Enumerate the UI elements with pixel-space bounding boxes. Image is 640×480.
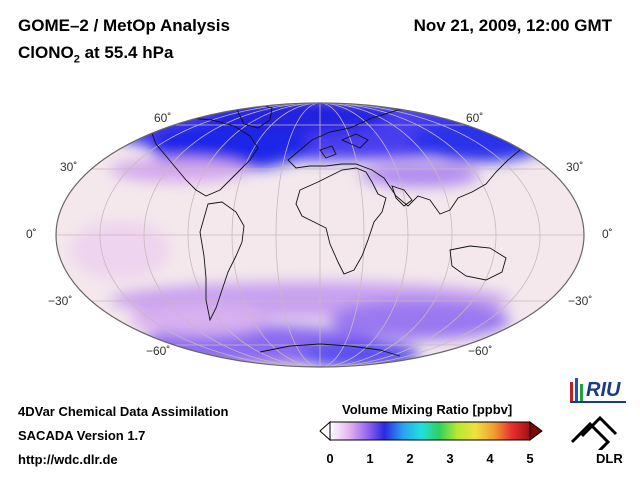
lat-label-30n-left: 30˚ [60, 160, 78, 174]
colorbar [319, 420, 543, 442]
colorbar-tick-1: 1 [366, 451, 374, 466]
colorbar-tick-0: 0 [326, 451, 334, 466]
world-map [55, 102, 585, 368]
colorbar-high-arrow [529, 421, 543, 441]
coastlines [149, 103, 527, 357]
map-title: GOME–2 / MetOp Analysis [18, 16, 230, 35]
species-subscript: 2 [73, 53, 80, 66]
dlr-logo-mark [570, 415, 618, 450]
colorbar-title: Volume Mixing Ratio [ppbv] [342, 402, 513, 417]
graticule [56, 103, 584, 367]
method-label: 4DVar Chemical Data Assimilation [18, 404, 229, 419]
colorbar-tick-2: 2 [406, 451, 414, 466]
lat-label-30s-left: −30˚ [48, 294, 73, 308]
colorbar-gradient [329, 421, 531, 441]
map-border [55, 102, 585, 368]
lat-label-60s-right: −60˚ [468, 344, 493, 358]
lat-label-60n-left: 60˚ [154, 111, 172, 125]
version-label: SACADA Version 1.7 [18, 428, 146, 443]
colorbar-low-arrow [319, 420, 331, 442]
colorbar-tick-5: 5 [526, 451, 534, 466]
species-name: ClONO [18, 43, 74, 62]
analysis-datetime: Nov 21, 2009, 12:00 GMT [413, 16, 612, 35]
lat-label-30s-right: −30˚ [568, 294, 593, 308]
riu-logo-text: RIU [586, 379, 621, 401]
dlr-logo-text: DLR [596, 451, 623, 466]
pressure-level: at 55.4 hPa [79, 43, 174, 62]
lat-label-eq-right: 0˚ [602, 227, 613, 241]
lat-label-60s-left: −60˚ [146, 344, 171, 358]
colorbar-tick-4: 4 [486, 451, 494, 466]
riu-logo: RIU [570, 378, 626, 403]
colorbar-tick-3: 3 [446, 451, 454, 466]
map-subtitle: ClONO2 at 55.4 hPa [18, 43, 173, 65]
lat-label-30n-right: 30˚ [566, 160, 584, 174]
lat-label-eq-left: 0˚ [26, 227, 37, 241]
lat-label-60n-right: 60˚ [466, 111, 484, 125]
source-link[interactable]: http://wdc.dlr.de [18, 452, 118, 467]
